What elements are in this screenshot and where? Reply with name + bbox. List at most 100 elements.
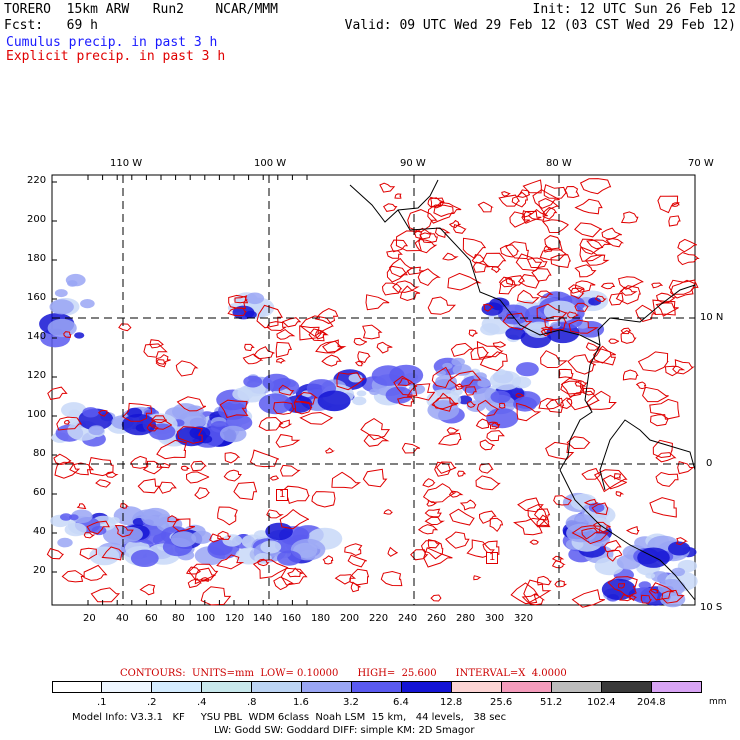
explicit-contour bbox=[394, 193, 402, 199]
cumulus-cell bbox=[253, 530, 269, 540]
explicit-contour bbox=[655, 452, 677, 463]
explicit-contour bbox=[523, 579, 552, 603]
explicit-contour bbox=[466, 401, 476, 408]
explicit-contour bbox=[436, 461, 457, 474]
explicit-contour bbox=[664, 365, 686, 377]
lon-label: 70 W bbox=[688, 158, 714, 169]
explicit-contour bbox=[172, 518, 195, 532]
explicit-contour bbox=[216, 554, 245, 570]
y-tick: 180 bbox=[27, 253, 47, 264]
explicit-contour bbox=[628, 595, 637, 602]
explicit-contour bbox=[652, 439, 673, 459]
explicit-contour bbox=[542, 206, 558, 220]
colorbar-label: .1 bbox=[97, 697, 107, 708]
cumulus-cell bbox=[481, 302, 503, 316]
x-tick: 260 bbox=[427, 613, 447, 624]
explicit-contour bbox=[386, 250, 403, 259]
explicit-contour bbox=[414, 238, 438, 254]
explicit-contour bbox=[257, 558, 270, 567]
explicit-contour bbox=[357, 351, 371, 363]
explicit-contour bbox=[505, 241, 529, 260]
explicit-contour bbox=[209, 533, 224, 543]
explicit-contour bbox=[540, 326, 553, 335]
explicit-contour bbox=[649, 497, 677, 518]
explicit-contour bbox=[652, 299, 676, 316]
explicit-contour bbox=[642, 386, 669, 403]
explicit-contour bbox=[516, 289, 540, 304]
explicit-contour bbox=[574, 302, 589, 312]
explicit-contour bbox=[194, 567, 216, 585]
explicit-contour bbox=[276, 328, 296, 340]
cumulus-cell bbox=[91, 525, 107, 536]
explicit-contour bbox=[83, 564, 108, 581]
explicit-contour bbox=[677, 460, 695, 475]
colorbar-swatch bbox=[351, 681, 402, 693]
explicit-contour bbox=[620, 330, 637, 344]
y-tick: 140 bbox=[27, 331, 47, 342]
cumulus-precip-layer bbox=[39, 273, 698, 608]
explicit-contour bbox=[446, 427, 460, 434]
explicit-contour bbox=[266, 509, 284, 519]
explicit-contour bbox=[427, 204, 454, 224]
explicit-contour bbox=[217, 506, 238, 526]
explicit-contour bbox=[560, 380, 587, 395]
explicit-contour bbox=[635, 304, 657, 322]
explicit-contour bbox=[293, 400, 313, 415]
explicit-contour bbox=[344, 543, 363, 557]
explicit-contour bbox=[176, 426, 203, 444]
explicit-contour bbox=[86, 520, 110, 535]
explicit-contour bbox=[677, 251, 700, 266]
lon-label: 110 W bbox=[110, 158, 143, 169]
x-tick: 200 bbox=[340, 613, 360, 624]
cumulus-cell bbox=[88, 425, 105, 436]
explicit-contour bbox=[538, 197, 560, 216]
explicit-contour bbox=[560, 377, 585, 397]
explicit-contour bbox=[521, 210, 542, 224]
explicit-contour bbox=[219, 399, 249, 419]
explicit-contour bbox=[454, 383, 465, 390]
explicit-contour bbox=[640, 594, 653, 604]
explicit-contour bbox=[579, 246, 605, 262]
cumulus-legend: Cumulus precip. in past 3 h bbox=[6, 35, 218, 50]
explicit-contour bbox=[531, 268, 552, 282]
explicit-contour bbox=[299, 315, 334, 337]
explicit-contour bbox=[273, 576, 296, 591]
cumulus-cell bbox=[451, 357, 466, 367]
lon-label: 90 W bbox=[400, 158, 426, 169]
explicit-contour bbox=[349, 568, 370, 586]
lat-label: 10 S bbox=[700, 602, 723, 613]
coastline bbox=[397, 209, 696, 346]
explicit-contour bbox=[521, 593, 546, 606]
explicit-contour bbox=[242, 353, 264, 365]
explicit-contour bbox=[513, 517, 551, 536]
explicit-contour bbox=[550, 254, 572, 268]
x-tick: 80 bbox=[172, 613, 185, 624]
lat-label: 0 bbox=[706, 458, 713, 469]
explicit-contour bbox=[566, 436, 591, 450]
explicit-contour bbox=[185, 471, 210, 484]
explicit-contour bbox=[393, 375, 418, 397]
explicit-contour bbox=[619, 594, 633, 602]
explicit-contour bbox=[360, 418, 391, 441]
explicit-contour bbox=[422, 483, 457, 504]
explicit-contour bbox=[430, 594, 442, 602]
cumulus-cell bbox=[588, 297, 602, 306]
explicit-contour bbox=[677, 238, 698, 253]
explicit-contour bbox=[583, 498, 598, 506]
explicit-contour bbox=[448, 490, 464, 498]
colorbar-label: 1.6 bbox=[293, 697, 309, 708]
explicit-contour bbox=[509, 211, 531, 228]
x-tick: 280 bbox=[456, 613, 476, 624]
explicit-contour bbox=[448, 219, 461, 229]
explicit-contour bbox=[228, 294, 249, 310]
explicit-contour bbox=[54, 461, 81, 479]
explicit-contour bbox=[47, 386, 68, 400]
explicit-contour bbox=[498, 276, 514, 288]
explicit-contour bbox=[476, 399, 500, 417]
explicit-contour bbox=[376, 341, 393, 354]
cumulus-cell bbox=[57, 537, 73, 548]
cumulus-cell bbox=[317, 390, 351, 412]
cumulus-cell bbox=[490, 390, 511, 404]
explicit-contour bbox=[516, 402, 542, 422]
y-tick: 160 bbox=[27, 292, 47, 303]
